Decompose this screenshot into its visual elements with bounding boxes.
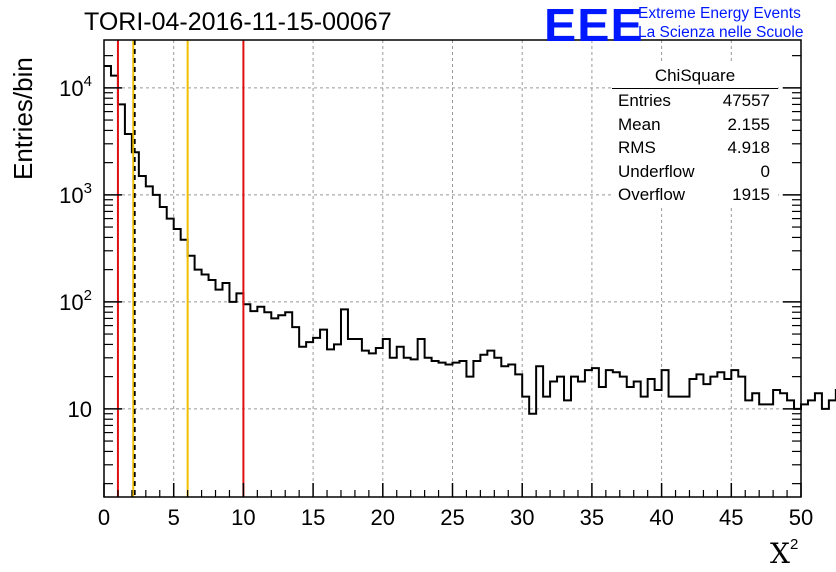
stats-row: Underflow 0: [612, 160, 778, 184]
x-axis-label-exponent: 2: [789, 536, 799, 553]
reference-lines: [116, 40, 245, 497]
x-tick-label: 45: [719, 505, 743, 530]
stats-row: Overflow 1915: [612, 183, 778, 207]
x-axis-label: X2: [770, 536, 798, 570]
logo-line-1: Extreme Energy Events: [638, 5, 801, 22]
stats-row: RMS 4.918: [612, 136, 778, 160]
stats-value: 47557: [722, 91, 770, 110]
y-tick-label: 102: [59, 287, 92, 315]
x-tick-label: 0: [98, 505, 110, 530]
chart-title: TORI-04-2016-11-15-00067: [84, 8, 392, 36]
x-tick-label: 40: [649, 505, 673, 530]
eee-logo: EEE: [544, 0, 644, 51]
x-tick-label: 15: [301, 505, 325, 530]
x-tick-label: 5: [168, 505, 180, 530]
y-tick-label: 104: [59, 73, 92, 101]
logo-caption: Extreme Energy Events La Scienza nelle S…: [638, 4, 803, 42]
x-tick-label: 50: [789, 505, 813, 530]
stats-value: 4.918: [727, 138, 770, 157]
stats-value: 0: [760, 161, 770, 181]
stats-value: 1915: [732, 185, 770, 204]
stats-label: RMS: [618, 138, 656, 157]
stats-row: Mean 2.155: [612, 113, 778, 137]
x-tick-label: 20: [371, 505, 395, 530]
axis-ticks: [103, 55, 802, 497]
stats-box: ChiSquare Entries 47557 Mean 2.155 RMS 4.91…: [612, 64, 778, 207]
y-tick-label: 103: [59, 180, 92, 208]
logo-line-2: La Scienza nelle Scuole: [638, 24, 804, 41]
stats-label: Mean: [618, 114, 661, 134]
stats-label: Overflow: [618, 185, 686, 204]
stats-title: ChiSquare: [612, 64, 778, 89]
y-tick-label: 10: [68, 397, 92, 422]
stats-label: Entries: [618, 91, 671, 110]
y-axis-label: Entries/bin: [8, 57, 38, 180]
stats-value: 2.155: [727, 114, 770, 134]
x-tick-label: 35: [580, 505, 604, 530]
stats-row: Entries 47557: [612, 89, 778, 113]
x-tick-label: 10: [231, 505, 255, 530]
stats-label: Underflow: [618, 161, 695, 181]
x-tick-label: 25: [440, 505, 464, 530]
x-tick-label: 30: [510, 505, 534, 530]
tick-labels: 0 5 10 15 20 25 30 35 40 45 50 104 103 102 10: [59, 73, 813, 530]
x-axis-label-symbol: X: [770, 537, 790, 570]
